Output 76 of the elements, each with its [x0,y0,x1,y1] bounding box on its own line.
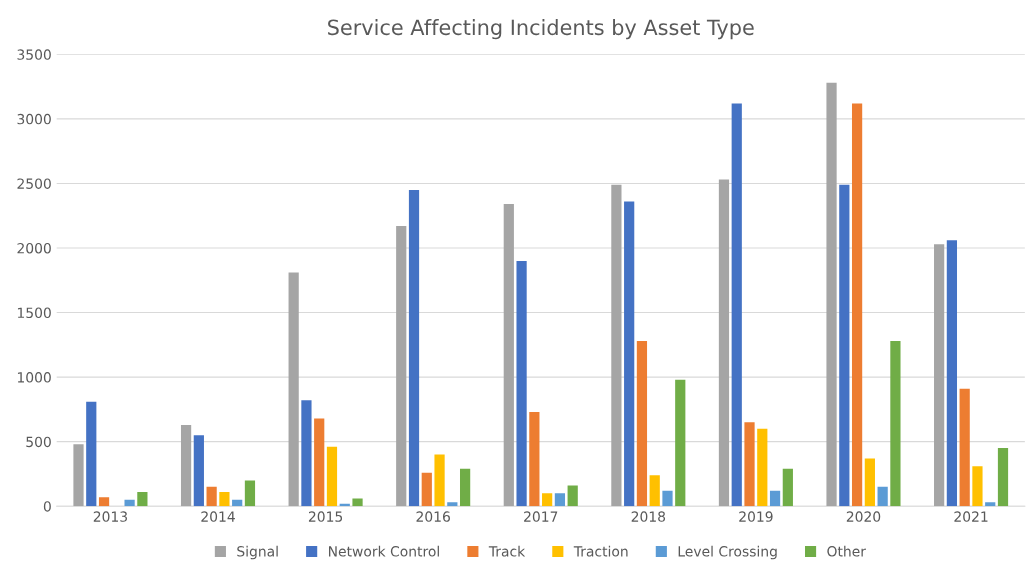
bar [972,466,983,507]
bar [769,490,781,507]
y-tick-label: 3000 [17,113,51,125]
legend-label: Traction [573,545,628,557]
bar [839,184,850,507]
y-tick-label: 2000 [17,242,51,254]
legend-label: Network Control [329,545,439,557]
bar [288,272,299,507]
y-tick-label: 1000 [17,372,51,383]
bar [244,480,256,507]
bar [662,490,673,507]
bar [460,468,471,507]
x-tick-label: 2017 [524,511,558,522]
bar [985,502,996,507]
bar [649,475,660,507]
y-tick-label: 1500 [17,307,51,319]
bar [934,244,945,507]
y-tick-label: 2500 [17,178,51,189]
legend-label: Track [488,545,526,557]
bar [542,493,553,507]
bar [180,424,192,507]
x-tick-label: 2014 [201,511,235,522]
bar [137,492,148,507]
bar [193,435,204,507]
legend-label: Signal [237,545,278,560]
bar [529,411,540,507]
bar [554,493,566,507]
bar [73,444,84,507]
bar [675,379,686,507]
bar [959,388,970,507]
bar [447,502,458,507]
legend-label: Level Crossing [678,545,777,560]
bar [611,184,622,507]
y-tick-label: 0 [43,501,51,512]
bar [744,422,755,507]
bar [352,498,363,507]
bar [232,499,243,507]
bar [396,226,407,507]
bar [326,446,338,507]
bar [782,468,793,507]
bar [421,472,432,507]
bar [516,260,527,507]
bar [301,400,312,507]
bar [757,428,768,507]
x-tick-label: 2015 [308,511,343,522]
bar [851,103,863,507]
bar [314,418,325,507]
legend-label: Other [827,545,866,557]
x-tick-label: 2018 [631,511,666,522]
bar [408,189,420,507]
x-tick-label: 2019 [739,511,773,522]
y-tick-label: 500 [26,436,51,448]
y-tick-label: 3500 [17,49,51,60]
x-tick-label: 2021 [954,511,988,522]
bar [864,458,875,507]
bar [124,499,135,507]
bar [636,340,648,507]
chart-title: Service Affecting Incidents by Asset Type [328,19,754,40]
x-tick-label: 2013 [93,511,127,522]
bar [997,448,1009,507]
bar [86,401,97,507]
bar [890,340,901,507]
bar [503,204,514,507]
bar [826,82,837,507]
bar [206,486,217,507]
bar [624,201,635,507]
x-tick-label: 2016 [416,511,450,522]
bar [219,492,230,507]
bar [434,454,445,507]
bar [718,179,730,507]
bar [946,240,958,507]
bar [877,486,888,507]
bar [98,497,110,507]
x-tick-label: 2020 [846,511,881,522]
bar [567,485,578,507]
bar [731,103,742,507]
